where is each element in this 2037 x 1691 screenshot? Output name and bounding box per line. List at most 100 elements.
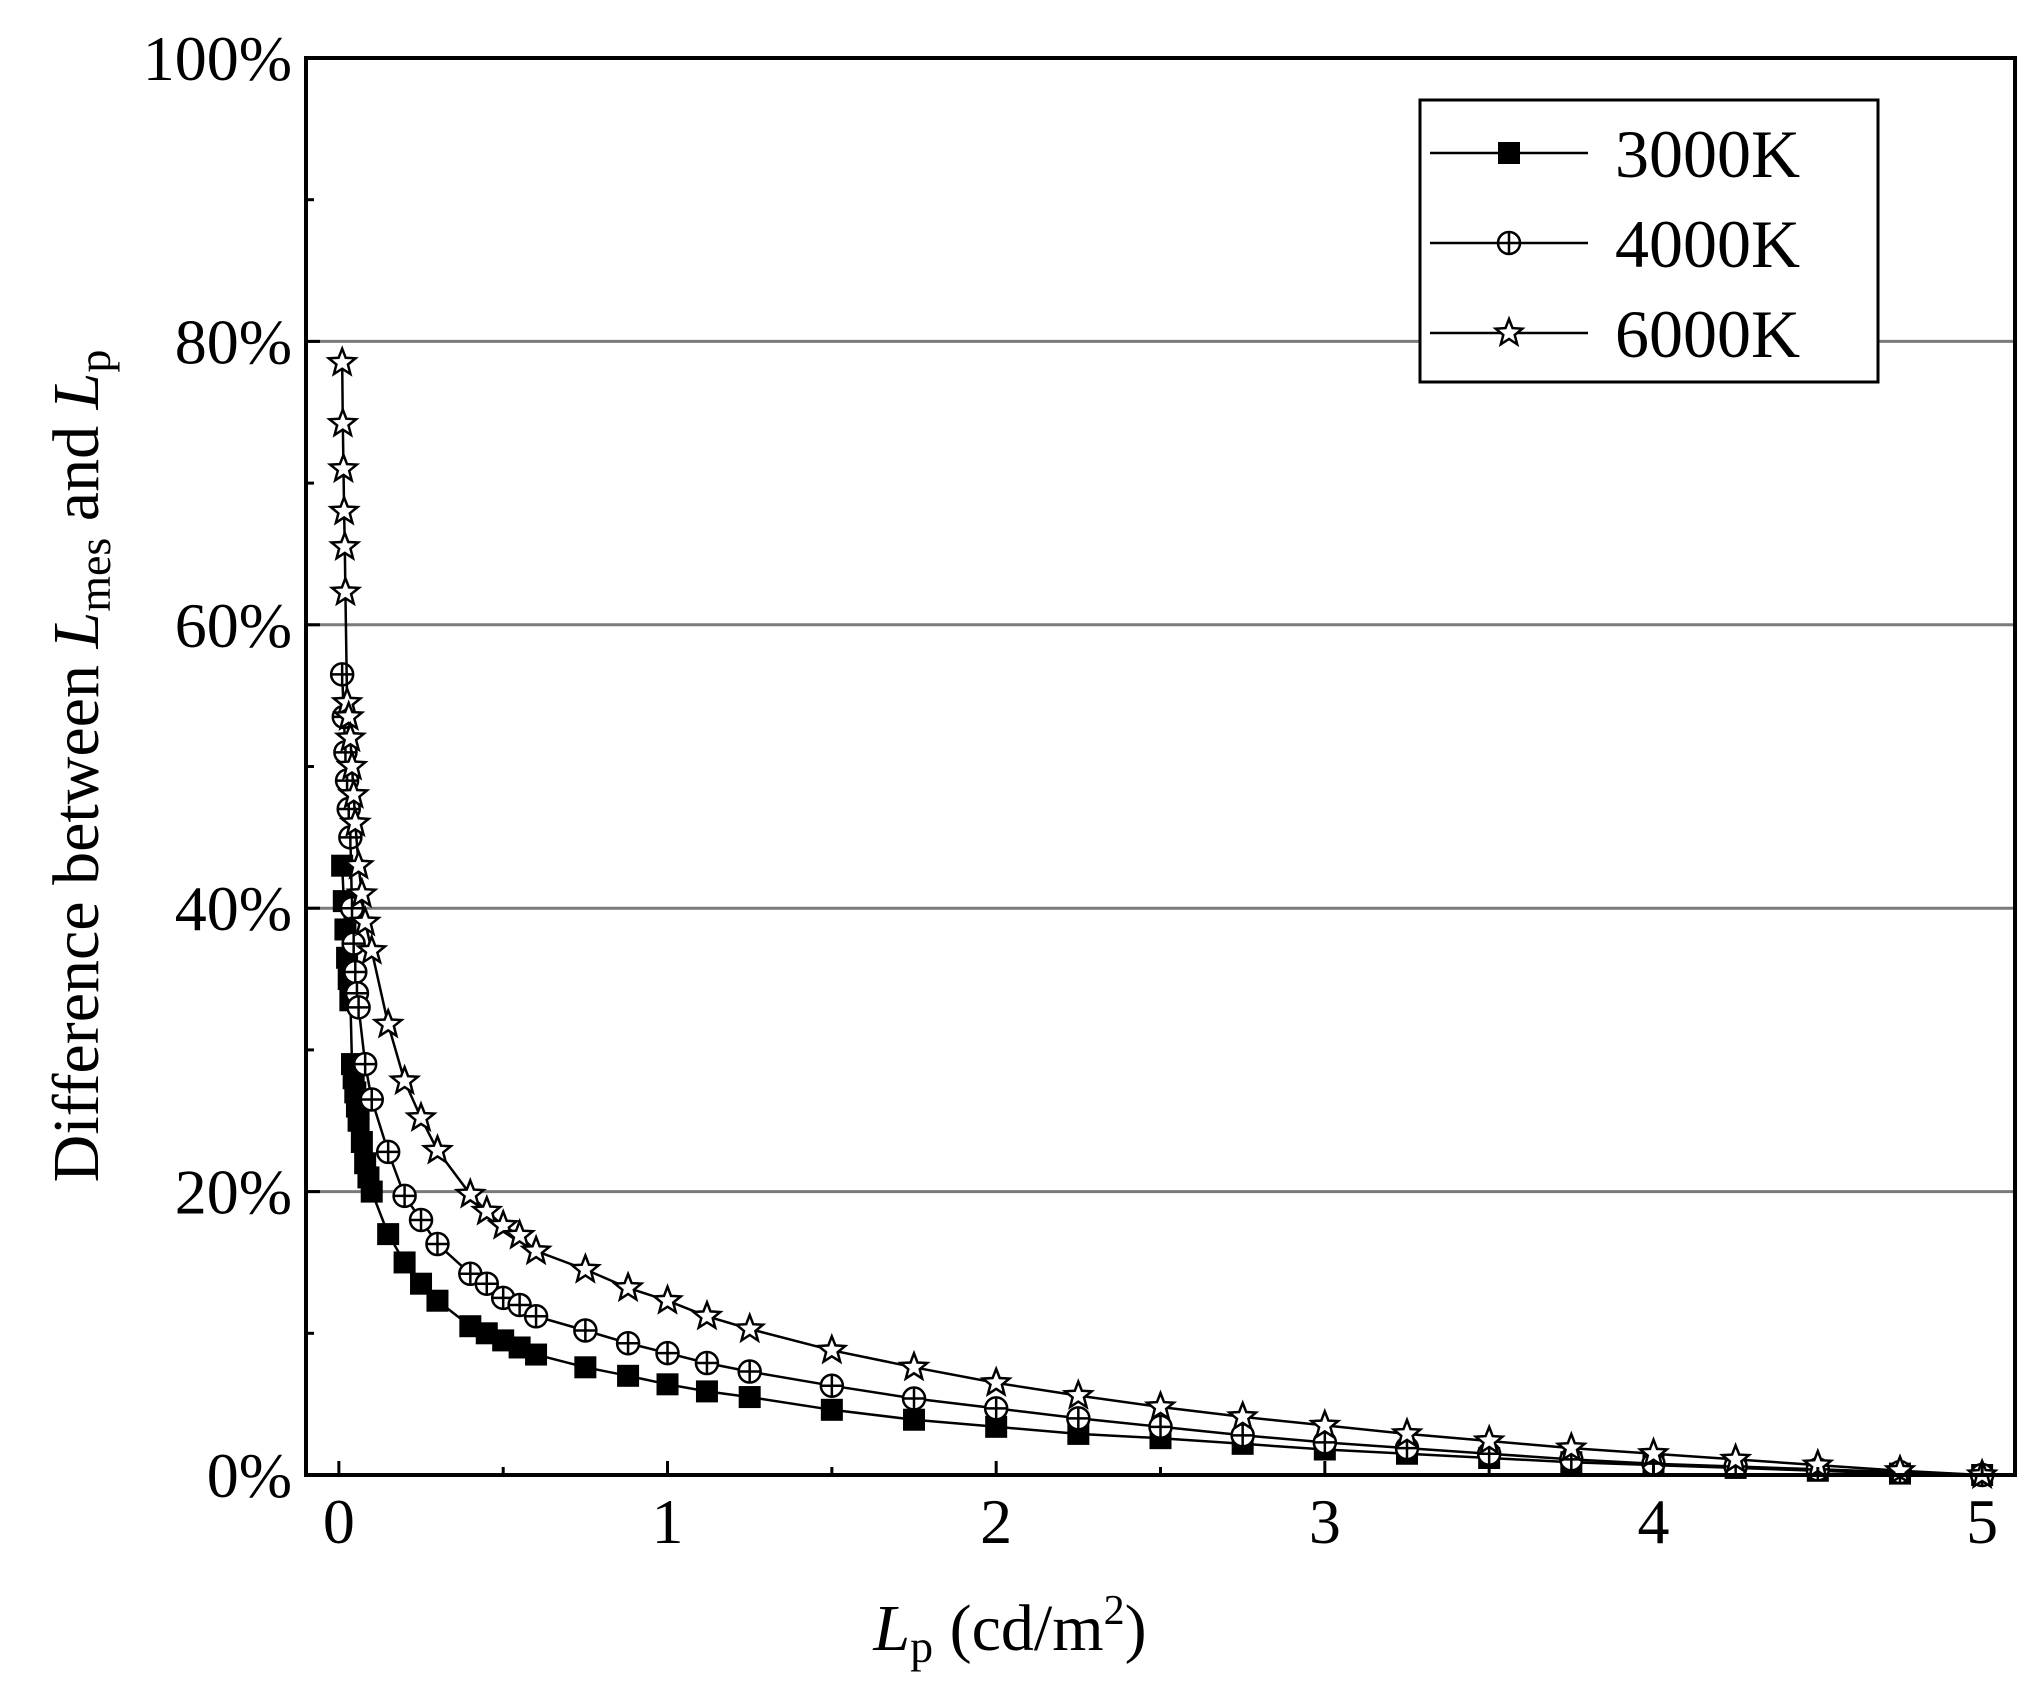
data-point-4000k xyxy=(474,1271,500,1296)
data-point-6000k xyxy=(335,749,369,781)
legend-marker-3000k xyxy=(1498,142,1520,164)
data-point-6000k xyxy=(327,493,361,526)
legend-item-3000k: 3000K xyxy=(1430,116,1800,192)
data-point-4000k xyxy=(425,1231,450,1257)
legend-marker-6000k xyxy=(1492,315,1526,348)
data-point-6000k xyxy=(341,848,376,880)
data-point-4000k xyxy=(1312,1430,1338,1455)
data-point-6000k xyxy=(348,904,382,937)
x-tick-label: 3 xyxy=(1309,1486,1341,1557)
data-point-6000k xyxy=(486,1208,520,1240)
data-point-4000k xyxy=(343,959,368,985)
data-point-3000k xyxy=(656,1373,679,1396)
data-point-6000k xyxy=(453,1176,487,1209)
data-point-4000k xyxy=(694,1350,720,1376)
data-point-6000k xyxy=(1472,1423,1506,1456)
data-point-6000k xyxy=(897,1349,931,1382)
legend-item-6000k: 6000K xyxy=(1430,296,1800,372)
data-point-6000k xyxy=(1554,1430,1588,1463)
data-point-6000k xyxy=(326,451,361,484)
x-axis-title: Lp (cd/m2) xyxy=(872,1588,1146,1672)
data-point-4000k xyxy=(901,1386,927,1411)
data-point-6000k xyxy=(328,529,362,562)
data-point-6000k xyxy=(336,777,371,810)
data-point-3000k xyxy=(347,1109,370,1132)
data-point-3000k xyxy=(360,1180,383,1203)
data-point-3000k xyxy=(985,1415,1008,1438)
gridlines xyxy=(306,339,2015,1194)
x-tick-label: 5 xyxy=(1966,1486,1998,1557)
data-point-4000k xyxy=(352,1051,378,1077)
data-point-4000k xyxy=(1230,1423,1255,1448)
data-point-4000k xyxy=(507,1292,532,1318)
data-point-6000k xyxy=(815,1332,849,1365)
data-point-3000k xyxy=(738,1386,761,1409)
data-point-3000k xyxy=(617,1364,640,1387)
data-point-6000k xyxy=(568,1252,603,1284)
y-axis-title: Difference between Lmes and Lp xyxy=(40,350,120,1183)
data-point-6000k xyxy=(404,1100,438,1133)
data-point-3000k xyxy=(574,1356,597,1379)
data-point-4000k xyxy=(346,995,371,1020)
data-point-6000k xyxy=(328,574,363,607)
data-point-6000k xyxy=(519,1233,553,1266)
series-line-6000k xyxy=(340,362,1983,1477)
data-point-6000k xyxy=(1390,1416,1424,1449)
data-point-6000k xyxy=(1143,1389,1178,1422)
data-point-6000k xyxy=(650,1283,685,1315)
data-point-6000k xyxy=(1718,1441,1753,1474)
legend-label: 6000K xyxy=(1615,296,1800,372)
data-point-4000k xyxy=(392,1183,417,1209)
data-point-4000k xyxy=(573,1318,598,1343)
data-point-6000k xyxy=(979,1365,1013,1397)
data-point-3000k xyxy=(410,1272,433,1295)
data-point-6000k xyxy=(690,1298,724,1331)
tick-labels: 0 1 2 3 4 5 0% 20% 40% 60% 80% 100% xyxy=(143,23,1998,1557)
y-tick-label: 100% xyxy=(143,23,292,94)
data-point-6000k xyxy=(325,345,359,377)
y-tick-label: 80% xyxy=(175,306,292,377)
series-line-3000k xyxy=(340,865,1983,1477)
data-point-6000k xyxy=(1226,1399,1260,1432)
data-point-4000k xyxy=(655,1340,680,1366)
y-tick-label: 60% xyxy=(175,590,292,661)
data-point-4000k xyxy=(1066,1406,1091,1431)
data-point-6000k xyxy=(338,805,372,838)
legend-marker-4000k xyxy=(1496,230,1522,256)
y-tick-label: 20% xyxy=(175,1157,292,1228)
data-point-4000k xyxy=(375,1139,401,1165)
data-point-4000k xyxy=(341,931,366,956)
data-point-3000k xyxy=(377,1223,400,1246)
data-point-6000k xyxy=(371,1006,405,1039)
x-tick-label: 4 xyxy=(1637,1486,1669,1557)
data-point-4000k xyxy=(615,1330,641,1356)
data-point-6000k xyxy=(611,1270,645,1303)
x-tick-label: 2 xyxy=(980,1486,1012,1557)
data-point-3000k xyxy=(350,1131,373,1154)
data-point-6000k xyxy=(387,1063,422,1096)
series-3000k xyxy=(331,854,1994,1486)
data-point-3000k xyxy=(426,1289,449,1312)
y-tick-label: 40% xyxy=(175,873,292,944)
data-point-4000k xyxy=(983,1396,1009,1421)
data-point-6000k xyxy=(332,699,366,732)
legend-item-4000k: 4000K xyxy=(1430,206,1800,282)
data-point-4000k xyxy=(819,1373,845,1398)
data-point-3000k xyxy=(903,1408,926,1431)
series-line-4000k xyxy=(340,674,1983,1477)
data-point-6000k xyxy=(733,1311,767,1344)
data-point-6000k xyxy=(345,876,379,909)
x-tick-label: 1 xyxy=(652,1486,684,1557)
data-point-4000k xyxy=(737,1359,762,1384)
data-point-6000k xyxy=(1308,1407,1342,1440)
data-point-4000k xyxy=(359,1087,384,1112)
data-point-4000k xyxy=(523,1304,549,1329)
data-point-4000k xyxy=(408,1207,434,1233)
data-point-6000k xyxy=(1636,1436,1671,1468)
data-point-3000k xyxy=(820,1398,843,1421)
data-point-4000k xyxy=(1148,1414,1173,1440)
series-layer xyxy=(325,345,1999,1490)
series-6000k xyxy=(325,345,1999,1490)
legend-label: 3000K xyxy=(1615,116,1800,192)
